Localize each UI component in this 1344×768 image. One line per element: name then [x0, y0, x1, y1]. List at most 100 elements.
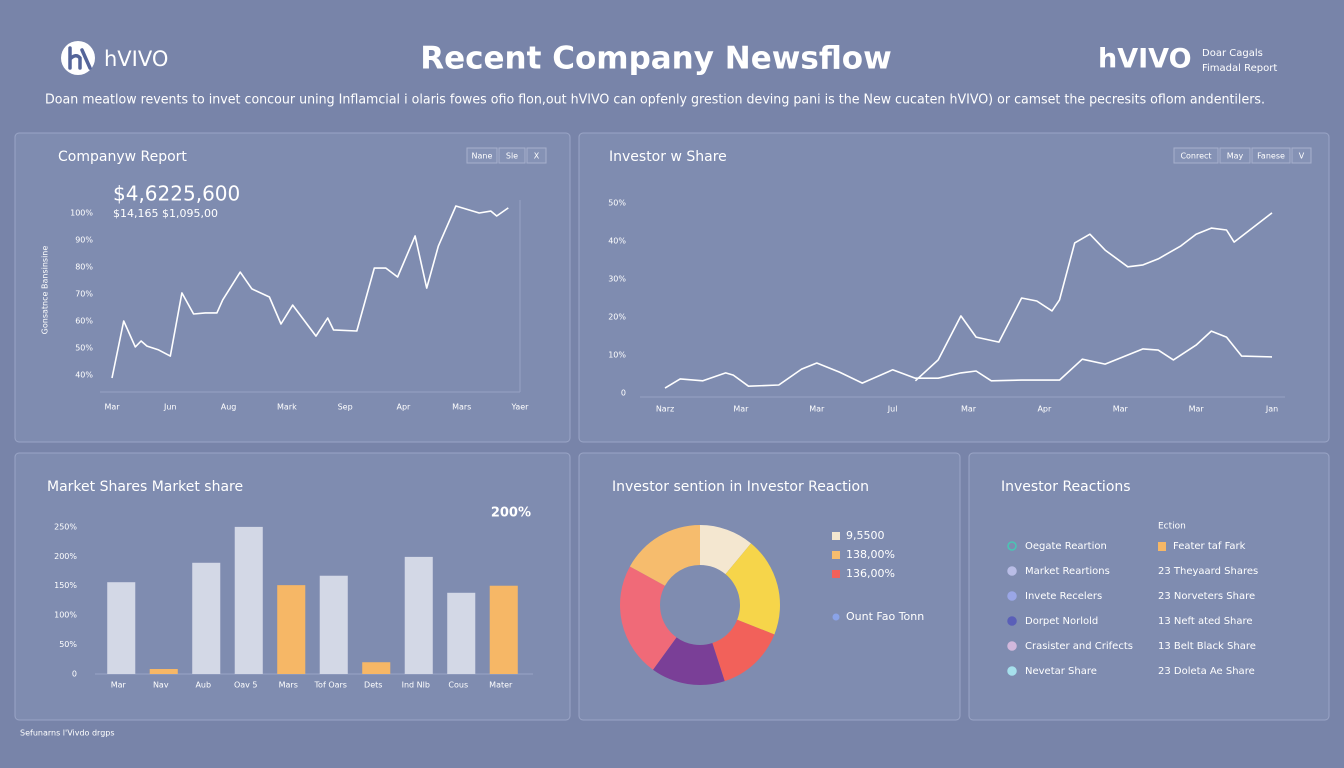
reaction-label: Nevetar Share [1025, 666, 1097, 677]
x-tick-label: Jul [887, 405, 898, 414]
control-label[interactable]: May [1227, 152, 1244, 161]
x-tick-label: Apr [1037, 405, 1052, 414]
legend-label: Ount Fao Tonn [846, 610, 924, 623]
control-label[interactable]: Fanese [1257, 152, 1285, 161]
x-tick-label: Jan [1265, 405, 1278, 414]
reaction-label: Dorpet Norlold [1025, 616, 1098, 627]
reaction-label: 23 Norveters Share [1158, 591, 1255, 602]
panel [968, 452, 1330, 721]
pie-slice [652, 637, 725, 686]
reaction-dot [1007, 591, 1017, 601]
legend-swatch [832, 570, 840, 578]
x-tick-label: Dets [364, 681, 382, 690]
control-button[interactable] [1219, 147, 1251, 164]
control-label[interactable]: V [1299, 152, 1305, 161]
control-button[interactable] [1291, 147, 1312, 164]
x-tick-label: Ind Nlb [402, 681, 430, 690]
bar [319, 575, 348, 674]
reaction-dot [1007, 641, 1017, 651]
line-series [111, 205, 509, 379]
reaction-swatch [1158, 542, 1166, 551]
y-tick-label: 30% [608, 275, 626, 284]
y-tick-label: 150% [54, 581, 77, 590]
panel [14, 132, 571, 443]
reaction-label: Feater taf Fark [1173, 541, 1246, 552]
subheadline: $14,165 $1,095,00 [113, 207, 218, 220]
reaction-label: Invete Recelers [1025, 591, 1102, 602]
legend-swatch [832, 532, 840, 540]
control-button[interactable] [1173, 147, 1219, 164]
bar [192, 562, 221, 674]
x-tick-label: Mar [961, 405, 977, 414]
brand-line: Doar Cagals [1202, 48, 1263, 59]
control-label[interactable]: Conrect [1180, 152, 1211, 161]
line-series [914, 212, 1273, 382]
x-tick-label: Aub [195, 681, 211, 690]
reaction-label: Crasister and Crifects [1025, 641, 1133, 652]
x-tick-label: Aug [221, 403, 237, 412]
y-tick-label: 40% [75, 371, 93, 380]
bar [234, 526, 263, 674]
headline-value: $4,6225,600 [113, 182, 240, 206]
pie-slice [629, 525, 700, 586]
x-tick-label: Mar [1113, 405, 1129, 414]
x-tick-label: Mars [452, 403, 471, 412]
y-tick-label: 50% [75, 344, 93, 353]
y-tick-label: 100% [54, 611, 77, 620]
x-tick-label: Nav [153, 681, 169, 690]
x-tick-label: Tof Oars [314, 681, 347, 690]
x-tick-label: Mater [489, 681, 513, 690]
x-tick-label: Mars [279, 681, 298, 690]
reaction-dot [1007, 666, 1017, 676]
bar [107, 582, 136, 674]
x-tick-label: Sep [338, 403, 353, 412]
x-tick-label: Yaer [511, 403, 530, 412]
x-tick-label: Cous [448, 681, 468, 690]
panel-title: Companyw Report [58, 149, 187, 165]
y-tick-label: 80% [75, 263, 93, 272]
y-tick-label: 60% [75, 317, 93, 326]
y-tick-label: 200% [54, 552, 77, 561]
brand-line: Fimadal Report [1202, 63, 1277, 74]
legend-label: 138,00% [846, 548, 895, 561]
control-label[interactable]: Sle [506, 152, 518, 161]
y-tick-label: 50% [59, 640, 77, 649]
legend-label: 9,5500 [846, 529, 885, 542]
logo-glyph [68, 46, 92, 70]
control-button[interactable] [466, 147, 498, 164]
y-tick-label: 40% [608, 237, 626, 246]
control-button[interactable] [526, 147, 547, 164]
y-tick-label: 10% [608, 351, 626, 360]
control-button[interactable] [498, 147, 526, 164]
x-tick-label: Mar [733, 405, 749, 414]
panel-title: Investor Reactions [1001, 479, 1131, 495]
legend-swatch [832, 551, 840, 559]
reaction-label: 23 Doleta Ae Share [1158, 666, 1255, 677]
subtitle: Doan meatlow revents to invet concour un… [45, 93, 1265, 108]
pie-slice [700, 525, 751, 575]
annotation: 200% [491, 506, 531, 521]
x-tick-label: Mar [111, 681, 127, 690]
x-tick-label: Mar [104, 403, 120, 412]
footer: Sefunarns l'Vivdo drgps [20, 729, 115, 738]
reaction-label: 13 Neft ated Share [1158, 616, 1253, 627]
panel-title: Investor sention in Investor Reaction [612, 479, 869, 495]
bar [149, 668, 178, 674]
control-label[interactable]: Nane [472, 152, 493, 161]
control-button[interactable] [1251, 147, 1291, 164]
y-tick-label: 250% [54, 522, 77, 531]
control-label[interactable]: X [534, 152, 540, 161]
x-tick-label: Jun [163, 403, 177, 412]
line-series [664, 330, 1273, 389]
reaction-label: 23 Theyaard Shares [1158, 566, 1258, 577]
x-tick-label: Apr [397, 403, 412, 412]
y-tick-label: 90% [75, 236, 93, 245]
reaction-label: 13 Belt Black Share [1158, 641, 1256, 652]
logo-text: hVIVO [104, 47, 168, 71]
bar [362, 662, 391, 674]
panel-title: Market Shares Market share [47, 479, 243, 495]
x-tick-label: Narz [656, 405, 674, 414]
reaction-dot [1007, 616, 1017, 626]
